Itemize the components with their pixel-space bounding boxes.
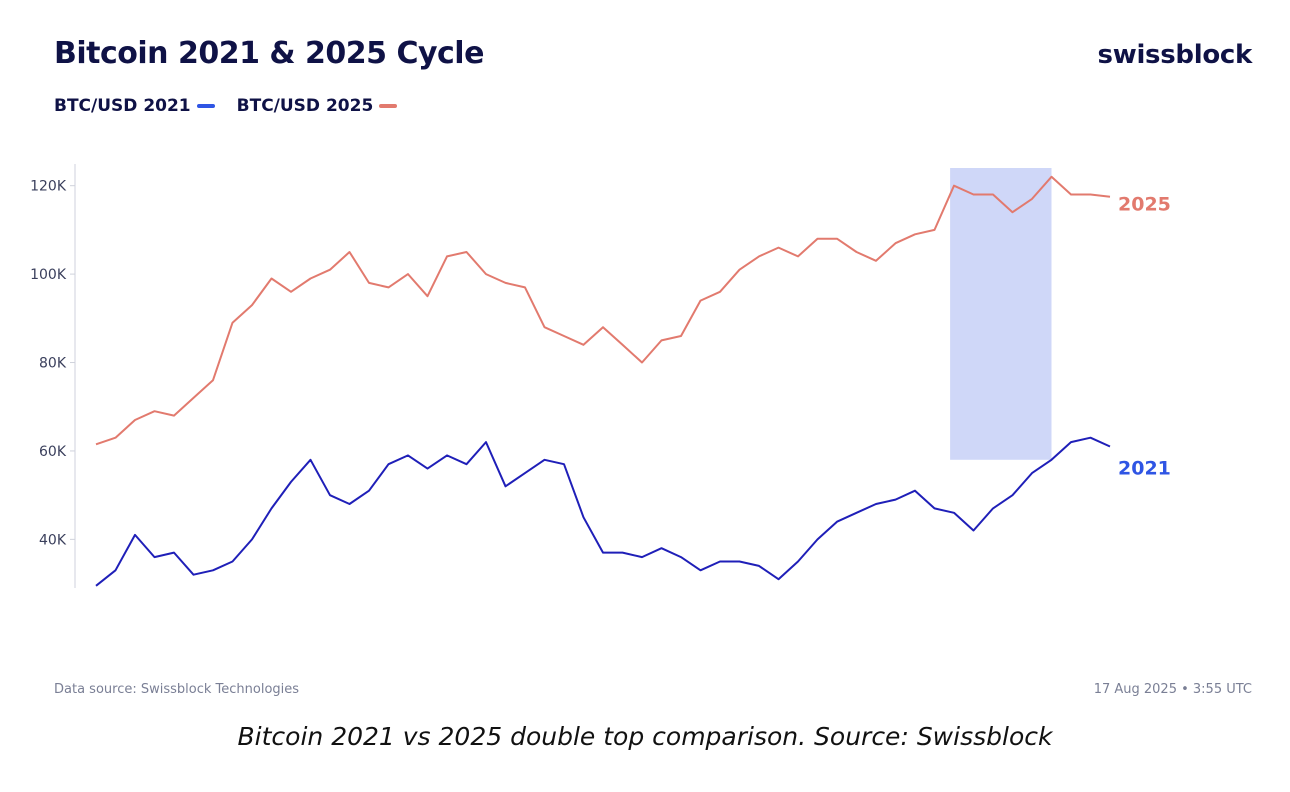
y-tick-label: 100K bbox=[30, 267, 67, 283]
legend-swatch-2025 bbox=[379, 104, 398, 108]
figure-caption: Bitcoin 2021 vs 2025 double top comparis… bbox=[237, 722, 1053, 751]
highlight-region bbox=[950, 168, 1052, 460]
timestamp: 17 Aug 2025 • 3:55 UTC bbox=[1093, 682, 1252, 697]
series-line-2021 bbox=[95, 436, 1111, 587]
legend-item-2025: BTC/USD 2025 bbox=[237, 96, 398, 116]
chart-title: Bitcoin 2021 & 2025 Cycle bbox=[54, 36, 484, 71]
line-chart: 40K 60K 80K 100K 120K 2021 2025 bbox=[30, 164, 1171, 588]
legend-label-2025: BTC/USD 2025 bbox=[236, 96, 374, 116]
legend-swatch-2021 bbox=[196, 104, 215, 108]
legend-item-2021: BTC/USD 2021 bbox=[54, 96, 215, 116]
y-tick-label: 80K bbox=[39, 356, 67, 372]
y-tick-label: 60K bbox=[39, 444, 67, 460]
series-end-label-2025: 2025 bbox=[1118, 194, 1171, 216]
data-source-note: Data source: Swissblock Technologies bbox=[54, 682, 300, 697]
brand-logo: swissblock bbox=[1097, 40, 1253, 70]
y-tick-label: 120K bbox=[30, 179, 67, 195]
legend-label-2021: BTC/USD 2021 bbox=[54, 96, 191, 116]
series-end-label-2021: 2021 bbox=[1118, 458, 1171, 480]
legend: BTC/USD 2021 BTC/USD 2025 bbox=[54, 96, 398, 116]
series-line-2025 bbox=[95, 175, 1111, 446]
y-tick-label: 40K bbox=[39, 532, 67, 548]
